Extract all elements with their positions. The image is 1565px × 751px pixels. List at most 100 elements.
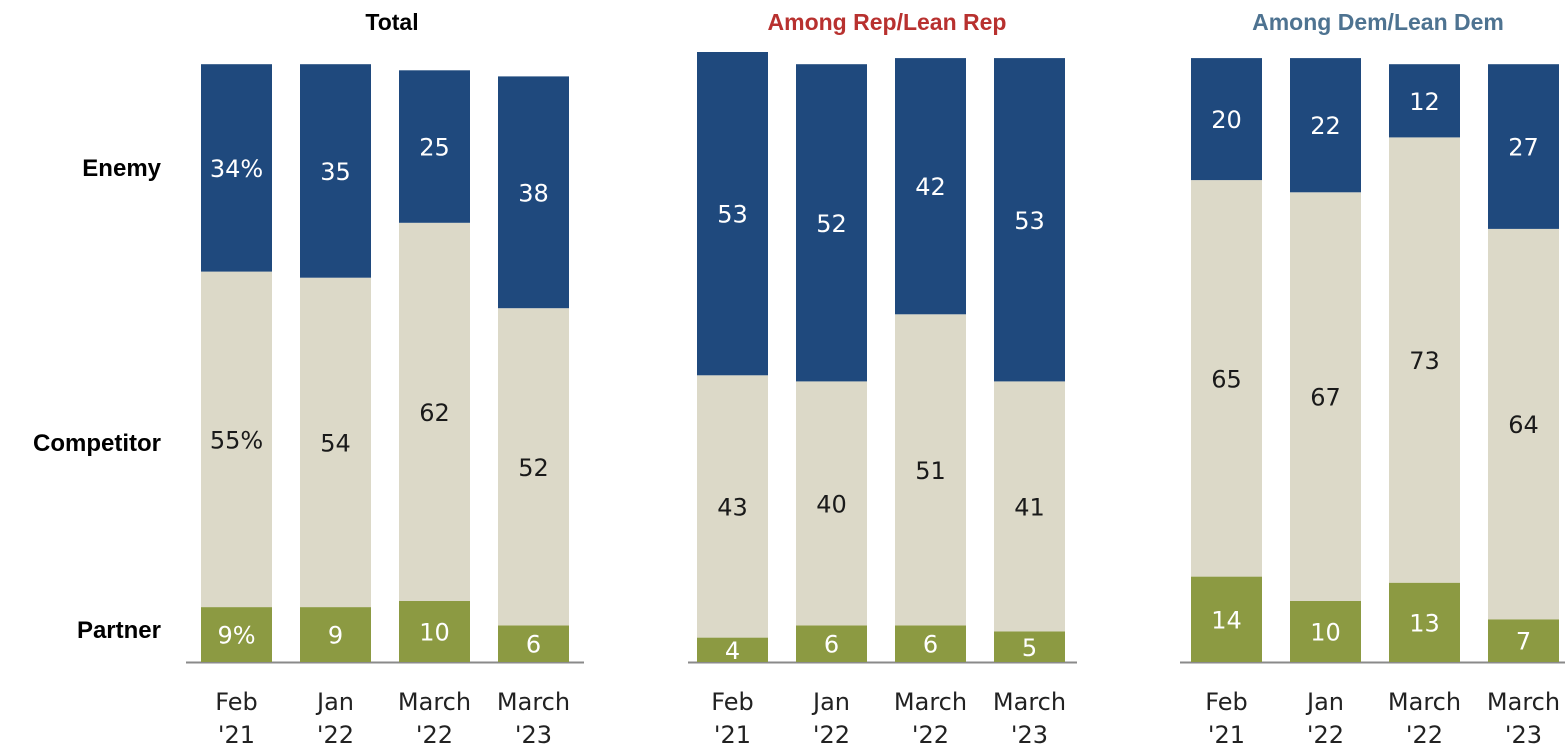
bar-segment-competitor <box>796 381 867 626</box>
data-label-competitor: 43 <box>717 493 748 521</box>
x-tick-label: March <box>1487 688 1560 716</box>
x-tick-label-year: '22 <box>1307 721 1344 749</box>
bar-segment-competitor <box>201 271 272 608</box>
data-label-competitor: 64 <box>1508 411 1539 439</box>
row-label-enemy: Enemy <box>82 155 161 182</box>
bar-segment-enemy <box>399 70 470 223</box>
bar-segment-enemy <box>498 76 569 309</box>
data-label-partner: 9% <box>217 622 255 650</box>
data-label-partner: 6 <box>824 631 839 659</box>
bar-segment-competitor <box>498 308 569 626</box>
data-label-partner: 14 <box>1211 606 1242 634</box>
data-label-enemy: 53 <box>717 201 748 229</box>
data-label-enemy: 42 <box>915 173 946 201</box>
bar-group-3: Among Dem/Lean Dem 14 65 20 Feb '21 10 67 22 Jan '… <box>1180 9 1565 749</box>
bar-group-2: Among Rep/Lean Rep 4 43 53 Feb '21 6 40 52 Jan '22… <box>688 9 1077 749</box>
data-label-partner: 9 <box>328 622 343 650</box>
data-label-partner: 5 <box>1022 634 1037 662</box>
data-label-competitor: 65 <box>1211 365 1242 393</box>
bar-segment-enemy <box>697 52 768 376</box>
x-tick-label-year: '21 <box>1208 721 1245 749</box>
bar-groups: Total 9% 55% 34% Feb '21 9 54 35 Jan '22 10 6 22 5 Marc… <box>186 9 1565 749</box>
x-tick-label: Feb <box>215 688 258 716</box>
x-tick-label-year: '23 <box>1011 721 1048 749</box>
bar-segment-enemy <box>1488 64 1559 229</box>
data-label-partner: 6 <box>526 631 541 659</box>
data-label-enemy: 34% <box>210 155 263 183</box>
row-label-partner: Partner <box>77 617 161 644</box>
group-title: Among Dem/Lean Dem <box>1252 9 1504 35</box>
data-label-partner: 10 <box>1310 619 1341 647</box>
bar-segment-partner <box>1488 619 1559 662</box>
data-label-competitor: 51 <box>915 457 946 485</box>
x-tick-label: Feb <box>1205 688 1248 716</box>
row-label-competitor: Competitor <box>33 430 161 457</box>
bar-segment-enemy <box>300 64 371 278</box>
bar-segment-partner <box>697 637 768 662</box>
x-tick-label-year: '21 <box>218 721 255 749</box>
bar-segment-partner <box>796 625 867 662</box>
data-label-competitor: 55% <box>210 426 263 454</box>
x-tick-label: March <box>398 688 471 716</box>
x-tick-label-year: '22 <box>1406 721 1443 749</box>
bar-segment-competitor <box>1389 137 1460 583</box>
bar-segment-competitor <box>697 375 768 638</box>
x-tick-label: March <box>497 688 570 716</box>
data-label-partner: 6 <box>923 631 938 659</box>
x-tick-label: Jan <box>315 688 354 716</box>
bar-segment-partner <box>300 607 371 662</box>
x-tick-label-year: '21 <box>714 721 751 749</box>
bar-segment-partner <box>1290 601 1361 662</box>
bar-segment-enemy <box>1191 58 1262 181</box>
bar-segment-enemy <box>1389 64 1460 138</box>
data-label-enemy: 53 <box>1014 207 1045 235</box>
bar-segment-enemy <box>1290 58 1361 193</box>
bar-segment-partner <box>201 607 272 662</box>
data-label-competitor: 73 <box>1409 347 1440 375</box>
data-label-competitor: 67 <box>1310 384 1341 412</box>
bar-group-1: Total 9% 55% 34% Feb '21 9 54 35 Jan '22 10 62 25 Marc… <box>186 9 584 749</box>
data-label-partner: 13 <box>1409 609 1440 637</box>
x-tick-label-year: '23 <box>515 721 552 749</box>
data-label-enemy: 27 <box>1508 134 1539 162</box>
bar-segment-competitor <box>1191 180 1262 577</box>
data-label-enemy: 12 <box>1409 88 1440 116</box>
bar-segment-enemy <box>796 64 867 382</box>
x-tick-label: Feb <box>711 688 754 716</box>
x-tick-label-year: '22 <box>317 721 354 749</box>
x-tick-label: March <box>1388 688 1461 716</box>
data-label-partner: 7 <box>1516 628 1531 656</box>
data-label-enemy: 38 <box>518 179 549 207</box>
bar-segment-partner <box>994 631 1065 662</box>
bar-segment-partner <box>895 625 966 662</box>
x-tick-label-year: '23 <box>1505 721 1542 749</box>
bar-segment-competitor <box>1488 228 1559 620</box>
data-label-competitor: 40 <box>816 490 847 518</box>
bar-segment-competitor <box>1290 192 1361 602</box>
bar-segment-enemy <box>994 58 1065 382</box>
group-title: Total <box>365 9 418 35</box>
data-label-enemy: 20 <box>1211 106 1242 134</box>
bar-segment-partner <box>399 601 470 662</box>
bar-segment-competitor <box>994 381 1065 632</box>
data-label-competitor: 41 <box>1014 493 1045 521</box>
x-tick-label-year: '22 <box>416 721 453 749</box>
data-label-enemy: 52 <box>816 210 847 238</box>
x-tick-label: Jan <box>811 688 850 716</box>
bar-segment-partner <box>498 625 569 662</box>
data-label-competitor: 62 <box>419 399 450 427</box>
bar-segment-enemy <box>201 64 272 272</box>
data-label-competitor: 54 <box>320 429 351 457</box>
bar-segment-partner <box>1389 582 1460 662</box>
data-label-partner: 10 <box>419 619 450 647</box>
x-tick-label-year: '22 <box>813 721 850 749</box>
data-label-competitor: 52 <box>518 454 549 482</box>
x-tick-label: March <box>894 688 967 716</box>
x-tick-label: Jan <box>1305 688 1344 716</box>
data-label-enemy: 35 <box>320 158 351 186</box>
bar-segment-competitor <box>895 314 966 626</box>
bar-segment-partner <box>1191 576 1262 662</box>
x-tick-label: March <box>993 688 1066 716</box>
data-label-enemy: 22 <box>1310 112 1341 140</box>
